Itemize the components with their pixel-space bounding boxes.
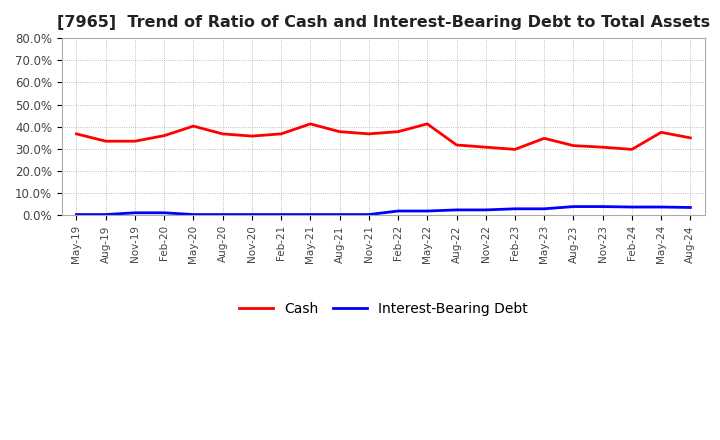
Interest-Bearing Debt [130, 210, 139, 216]
Cash [218, 131, 227, 136]
Interest-Bearing Debt [72, 212, 81, 217]
Cash [306, 121, 315, 127]
Interest-Bearing Debt [276, 212, 285, 217]
Line: Cash: Cash [76, 124, 690, 150]
Cash [72, 131, 81, 136]
Cash [657, 130, 665, 135]
Cash [482, 144, 490, 150]
Cash [394, 129, 402, 134]
Cash [248, 133, 256, 139]
Cash [130, 139, 139, 144]
Interest-Bearing Debt [482, 207, 490, 213]
Cash [160, 133, 168, 138]
Interest-Bearing Debt [160, 210, 168, 216]
Legend: Cash, Interest-Bearing Debt: Cash, Interest-Bearing Debt [233, 297, 534, 322]
Interest-Bearing Debt [248, 212, 256, 217]
Interest-Bearing Debt [423, 209, 431, 214]
Interest-Bearing Debt [686, 205, 695, 210]
Cash [102, 139, 110, 144]
Interest-Bearing Debt [364, 212, 373, 217]
Cash [510, 147, 519, 152]
Title: [7965]  Trend of Ratio of Cash and Interest-Bearing Debt to Total Assets: [7965] Trend of Ratio of Cash and Intere… [57, 15, 710, 30]
Cash [336, 129, 344, 134]
Cash [628, 147, 636, 152]
Interest-Bearing Debt [598, 204, 607, 209]
Interest-Bearing Debt [452, 207, 461, 213]
Interest-Bearing Debt [628, 205, 636, 210]
Interest-Bearing Debt [394, 209, 402, 214]
Cash [423, 121, 431, 127]
Cash [189, 124, 198, 129]
Cash [452, 142, 461, 147]
Interest-Bearing Debt [189, 212, 198, 217]
Interest-Bearing Debt [657, 205, 665, 210]
Interest-Bearing Debt [510, 206, 519, 212]
Interest-Bearing Debt [540, 206, 549, 212]
Interest-Bearing Debt [306, 212, 315, 217]
Cash [276, 131, 285, 136]
Cash [598, 144, 607, 150]
Cash [569, 143, 577, 148]
Interest-Bearing Debt [336, 212, 344, 217]
Line: Interest-Bearing Debt: Interest-Bearing Debt [76, 207, 690, 215]
Cash [364, 131, 373, 136]
Cash [686, 135, 695, 140]
Cash [540, 136, 549, 141]
Interest-Bearing Debt [569, 204, 577, 209]
Interest-Bearing Debt [218, 212, 227, 217]
Interest-Bearing Debt [102, 212, 110, 217]
